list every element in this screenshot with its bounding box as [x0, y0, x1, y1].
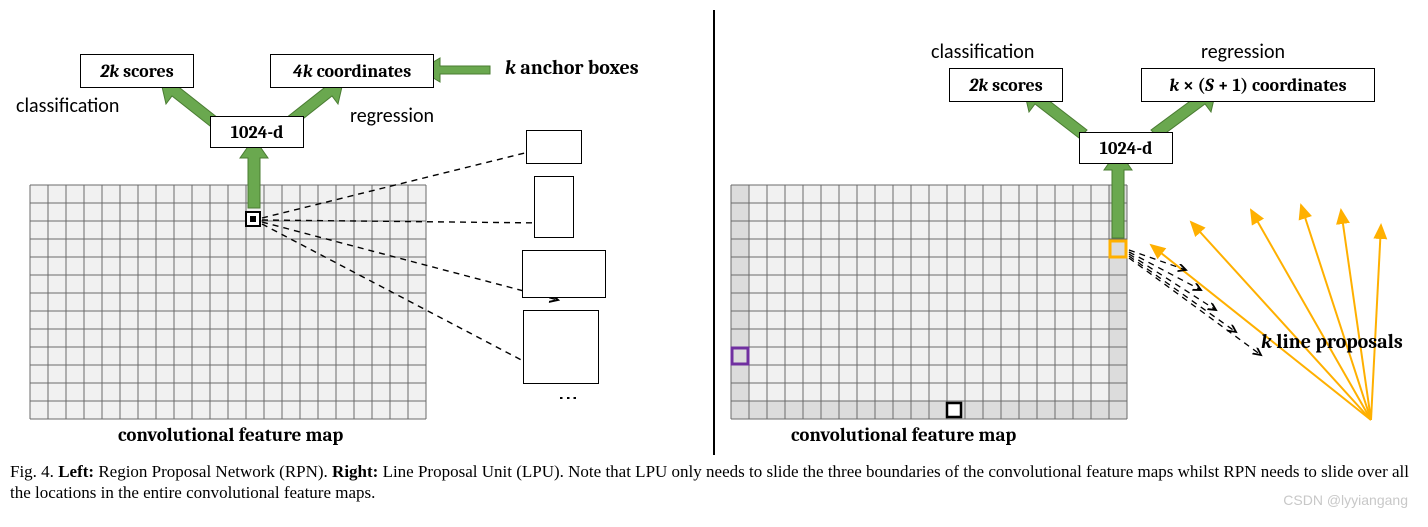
regression-label-left: regression	[350, 104, 434, 128]
anchor-box-2	[534, 176, 574, 238]
anchor-ellipsis: ⋮	[556, 388, 580, 402]
classification-label-left: classification	[16, 94, 119, 118]
left-dashed-fan	[262, 148, 558, 375]
divider	[713, 10, 715, 455]
scores-box-right: 2k scores	[949, 68, 1063, 102]
scores-box: 2k scores	[80, 54, 194, 88]
anchor-box-4	[523, 310, 599, 384]
anchor-box-3	[522, 250, 606, 298]
right-grid	[731, 185, 1127, 419]
figure-wrap: 2k scores 4k coordinates 1024-d classifi…	[10, 10, 1418, 504]
mid-box-left: 1024-d	[210, 116, 304, 148]
left-panel: 2k scores 4k coordinates 1024-d classifi…	[10, 10, 707, 455]
figure-caption: Fig. 4. Left: Region Proposal Network (R…	[10, 461, 1418, 504]
right-dashed-fan	[1129, 250, 1261, 355]
feature-map-label-left: convolutional feature map	[118, 424, 343, 446]
watermark: CSDN @lyyiangang	[1283, 492, 1408, 508]
coords-box-right: k × (S + 1) coordinates	[1141, 68, 1375, 102]
line-proposals-label: k line proposals	[1261, 330, 1403, 353]
orange-fan	[1151, 205, 1381, 420]
classification-label-right: classification	[931, 40, 1034, 64]
diagram-row: 2k scores 4k coordinates 1024-d classifi…	[10, 10, 1418, 455]
right-panel: classification regression 2k scores k × …	[721, 10, 1418, 455]
anchor-boxes-label: k anchor boxes	[505, 56, 639, 79]
feature-map-label-right: convolutional feature map	[791, 424, 1016, 446]
coords-box: 4k coordinates	[270, 54, 434, 88]
left-grid	[30, 185, 426, 419]
regression-label-right: regression	[1201, 40, 1285, 64]
anchor-box-1	[526, 130, 582, 164]
mid-box-right: 1024-d	[1079, 132, 1173, 164]
